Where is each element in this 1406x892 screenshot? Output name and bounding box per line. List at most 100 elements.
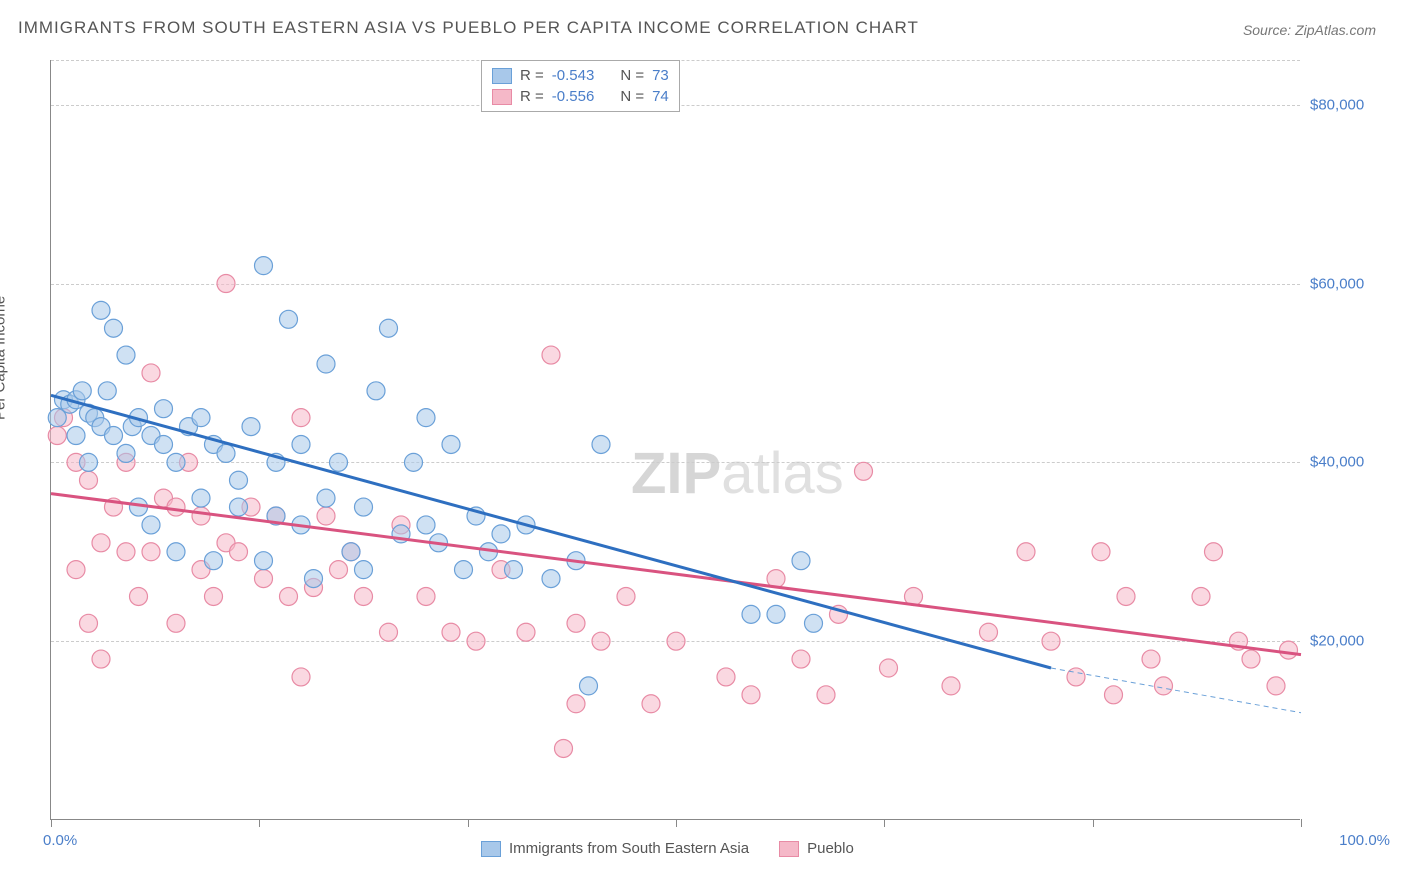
data-point [117,543,135,561]
data-point [542,570,560,588]
scatter-svg [51,60,1300,819]
data-point [380,623,398,641]
data-point [205,587,223,605]
data-point [592,435,610,453]
y-axis-label: Per Capita Income [0,296,9,420]
y-tick-label: $60,000 [1310,275,1380,292]
x-tick [51,819,52,827]
data-point [105,427,123,445]
data-point [417,409,435,427]
data-point [67,427,85,445]
data-point [205,552,223,570]
data-point [280,587,298,605]
source-attribution: Source: ZipAtlas.com [1243,22,1376,38]
n-value-2: 74 [652,88,669,105]
data-point [92,534,110,552]
data-point [717,668,735,686]
data-point [1142,650,1160,668]
data-point [167,498,185,516]
data-point [455,561,473,579]
data-point [142,516,160,534]
data-point [1092,543,1110,561]
trend-line [1051,668,1301,713]
swatch-series1-bottom [481,841,501,857]
data-point [98,382,116,400]
data-point [117,444,135,462]
data-point [155,435,173,453]
data-point [48,427,66,445]
x-axis-min-label: 0.0% [43,832,77,849]
data-point [417,516,435,534]
data-point [167,453,185,471]
data-point [442,623,460,641]
data-point [142,364,160,382]
x-tick [1093,819,1094,827]
x-tick [1301,819,1302,827]
data-point [142,543,160,561]
data-point [642,695,660,713]
data-point [1105,686,1123,704]
swatch-series2-bottom [779,841,799,857]
trend-line [51,395,1051,668]
r-value-1: -0.543 [552,67,595,84]
data-point [442,435,460,453]
data-point [1205,543,1223,561]
data-point [667,632,685,650]
legend-item-series2: Pueblo [779,840,854,857]
data-point [255,552,273,570]
data-point [1067,668,1085,686]
data-point [317,489,335,507]
data-point [80,471,98,489]
correlation-legend: R = -0.543 N = 73 R = -0.556 N = 74 [481,60,680,112]
x-tick [884,819,885,827]
data-point [230,471,248,489]
data-point [217,444,235,462]
data-point [1042,632,1060,650]
data-point [805,614,823,632]
data-point [292,409,310,427]
data-point [117,346,135,364]
n-value-1: 73 [652,67,669,84]
data-point [592,632,610,650]
data-point [192,489,210,507]
y-tick-label: $40,000 [1310,454,1380,471]
data-point [792,552,810,570]
data-point [1117,587,1135,605]
data-point [380,319,398,337]
data-point [405,453,423,471]
data-point [305,570,323,588]
data-point [105,319,123,337]
n-label: N = [620,67,644,84]
data-point [167,543,185,561]
data-point [80,614,98,632]
data-point [617,587,635,605]
data-point [192,507,210,525]
data-point [467,632,485,650]
data-point [855,462,873,480]
data-point [317,507,335,525]
y-tick-label: $80,000 [1310,96,1380,113]
data-point [417,587,435,605]
legend-item-series1: Immigrants from South Eastern Asia [481,840,749,857]
data-point [292,668,310,686]
data-point [92,650,110,668]
r-label: R = [520,67,544,84]
data-point [217,275,235,293]
data-point [192,409,210,427]
data-point [80,453,98,471]
data-point [742,686,760,704]
series-legend: Immigrants from South Eastern Asia Puebl… [481,840,854,857]
swatch-series1 [492,68,512,84]
legend-row-series2: R = -0.556 N = 74 [492,86,669,107]
data-point [355,587,373,605]
data-point [555,739,573,757]
data-point [1280,641,1298,659]
data-point [155,400,173,418]
data-point [1155,677,1173,695]
data-point [1242,650,1260,668]
data-point [230,543,248,561]
data-point [367,382,385,400]
data-point [317,355,335,373]
data-point [355,561,373,579]
data-point [330,561,348,579]
